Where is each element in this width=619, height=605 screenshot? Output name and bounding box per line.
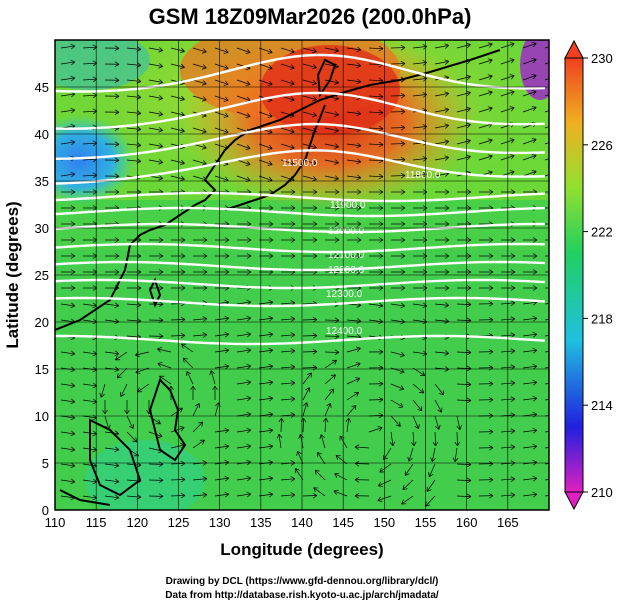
plot-frame bbox=[54, 39, 550, 511]
x-tick-label: 135 bbox=[250, 515, 272, 530]
contour-label-12100: 12100.0 bbox=[328, 250, 365, 261]
contour-line bbox=[55, 122, 546, 160]
x-tick-label: 140 bbox=[291, 515, 313, 530]
contour-label-12400: 12400.0 bbox=[326, 326, 363, 337]
contour-line bbox=[55, 91, 546, 130]
colorbar-gradient bbox=[564, 57, 584, 493]
y-axis-title: Latitude (degrees) bbox=[3, 201, 22, 348]
contour-labels: 11500.0 11800.0 11900.0 12000.0 12100.0 … bbox=[282, 158, 441, 337]
contour-line bbox=[55, 278, 546, 290]
credit-line-2: Data from http://database.rish.kyoto-u.a… bbox=[165, 590, 439, 601]
x-tick-label: 145 bbox=[332, 515, 354, 530]
x-tick-label: 165 bbox=[497, 515, 519, 530]
contour-line bbox=[55, 334, 546, 346]
colorbar: 210 214 218 222 226 230 bbox=[564, 39, 613, 511]
colorbar-ticks: 210 214 218 222 226 230 bbox=[583, 51, 613, 500]
temperature-field bbox=[55, 40, 549, 510]
y-tick-label: 5 bbox=[42, 456, 49, 471]
x-tick-label: 120 bbox=[126, 515, 148, 530]
colorbar-bottom-arrow bbox=[564, 491, 584, 511]
x-axis-title: Longitude (degrees) bbox=[220, 540, 383, 559]
contour-line bbox=[55, 296, 546, 308]
colorbar-tick-label: 218 bbox=[591, 311, 613, 326]
y-tick-label: 40 bbox=[35, 127, 49, 142]
x-tick-label: 150 bbox=[373, 515, 395, 530]
x-tick-label: 160 bbox=[456, 515, 478, 530]
y-tick-label: 15 bbox=[35, 362, 49, 377]
y-tick-label: 0 bbox=[42, 503, 49, 518]
x-tick-labels: 110 115 120 125 130 135 140 145 150 155 160 165 bbox=[45, 515, 519, 530]
lat-lon-grid bbox=[54, 40, 549, 511]
colorbar-tick-label: 222 bbox=[591, 225, 613, 240]
y-tick-label: 35 bbox=[35, 174, 49, 189]
colorbar-tick-label: 226 bbox=[591, 138, 613, 153]
x-tick-label: 115 bbox=[86, 515, 107, 530]
y-tick-label: 20 bbox=[35, 315, 49, 330]
colorbar-top-arrow bbox=[564, 39, 584, 59]
map-title: GSM 18Z09Mar2026 (200.0hPa) bbox=[149, 4, 472, 29]
contour-line bbox=[55, 206, 546, 218]
contour-label-11800: 11800.0 bbox=[405, 170, 441, 181]
colorbar-tick-label: 214 bbox=[591, 398, 613, 413]
y-tick-label: 25 bbox=[35, 268, 49, 283]
contour-line bbox=[55, 191, 546, 203]
x-tick-label: 155 bbox=[415, 515, 437, 530]
contour-label-12200: 12200.0 bbox=[328, 265, 365, 276]
y-tick-label: 30 bbox=[35, 221, 49, 236]
y-tick-label: 45 bbox=[35, 80, 49, 95]
contour-line bbox=[55, 260, 546, 272]
contour-line bbox=[55, 53, 546, 93]
contour-label-11900: 11900.0 bbox=[330, 200, 366, 211]
y-tick-label: 10 bbox=[35, 409, 49, 424]
colorbar-tick-label: 230 bbox=[591, 51, 613, 66]
contour-label-11500: 11500.0 bbox=[282, 158, 318, 169]
credit-line-1: Drawing by DCL (https://www.gfd-dennou.o… bbox=[166, 576, 439, 587]
contour-line bbox=[55, 222, 545, 234]
x-tick-label: 130 bbox=[209, 515, 231, 530]
contour-line bbox=[55, 242, 546, 254]
x-tick-label: 110 bbox=[45, 515, 66, 530]
contour-label-12300: 12300.0 bbox=[326, 289, 363, 300]
colorbar-tick-label: 210 bbox=[591, 485, 613, 500]
x-tick-label: 125 bbox=[168, 515, 190, 530]
contour-label-12000: 12000.0 bbox=[328, 226, 365, 237]
contour-line bbox=[55, 149, 546, 185]
y-tick-labels: 0 5 10 15 20 25 30 35 40 45 bbox=[35, 80, 49, 518]
geopotential-contours bbox=[55, 53, 546, 346]
